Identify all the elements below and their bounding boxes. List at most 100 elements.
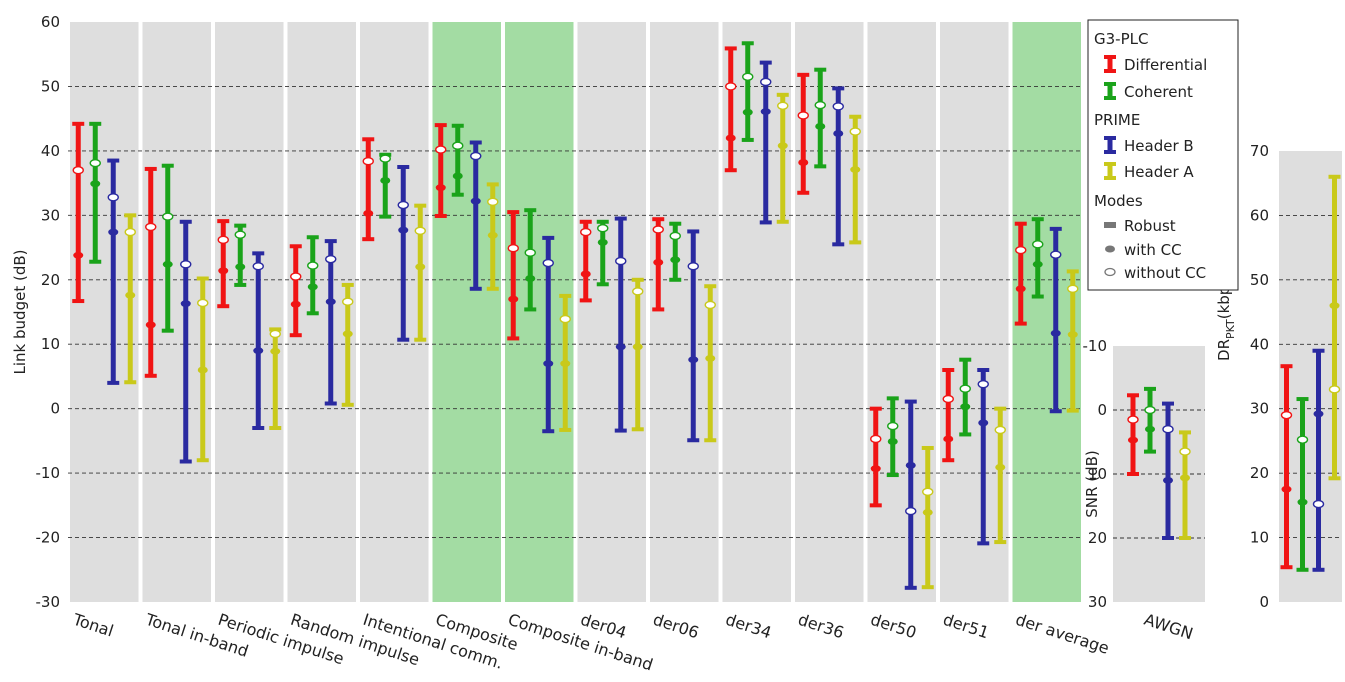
legend-box <box>1087 19 1239 291</box>
snr-header-b-without-cc-marker <box>1162 425 1174 434</box>
der-average-header-b-with-cc-marker <box>1050 329 1061 337</box>
composite-header-a-with-cc-marker <box>487 231 498 239</box>
der06-header-b-without-cc-marker <box>687 262 699 271</box>
der50-header-a-without-cc-marker <box>922 487 934 496</box>
random-impulse-differential-without-cc-marker <box>290 272 302 281</box>
rate-tick-label: 0 <box>1259 593 1269 611</box>
y-tick-label: 20 <box>41 271 60 289</box>
rate-tick-label: 30 <box>1250 400 1269 418</box>
der51-header-b-with-cc-marker <box>978 419 989 427</box>
der50-header-a-with-cc-marker <box>922 508 933 516</box>
rate-header-b-without-cc-marker <box>1312 499 1325 509</box>
legend-symbol-robust <box>1104 222 1116 228</box>
der-average-differential-without-cc-marker <box>1015 245 1027 255</box>
x-tick-label-der50: der50 <box>868 610 919 643</box>
tonal-in-band-coherent-without-cc-marker <box>162 212 174 221</box>
legend-mode-with-cc: with CC <box>1124 241 1182 259</box>
der51-header-a-with-cc-marker <box>995 463 1006 471</box>
y-tick-label: 10 <box>41 335 60 353</box>
intentional-comm-differential-without-cc-marker <box>362 156 374 166</box>
snr-tick-label: -10 <box>1083 337 1108 355</box>
tonal-in-band-differential-without-cc-marker <box>145 222 157 232</box>
rate-tick-label: 50 <box>1250 271 1269 289</box>
der50-differential-with-cc-marker <box>870 465 881 473</box>
random-impulse-differential-with-cc-marker <box>290 300 301 308</box>
composite-in-band-differential-with-cc-marker <box>508 295 519 303</box>
legend-mode-robust: Robust <box>1124 217 1176 235</box>
legend-item-differential: Differential <box>1124 56 1207 74</box>
composite-header-b-without-cc-marker <box>470 151 482 161</box>
der34-differential-without-cc-marker <box>725 82 737 91</box>
der34-header-b-with-cc-marker <box>760 108 771 116</box>
der34-differential-with-cc-marker <box>725 134 736 142</box>
y-tick-label: 50 <box>41 77 60 95</box>
der-average-coherent-without-cc-marker <box>1032 240 1044 249</box>
der04-header-a-without-cc-marker <box>632 287 644 296</box>
der34-coherent-with-cc-marker <box>742 108 753 116</box>
y-tick-label: -30 <box>36 593 61 611</box>
der04-coherent-without-cc-marker <box>597 224 609 233</box>
rate-header-b-with-cc-marker <box>1313 410 1324 418</box>
der34-header-a-with-cc-marker <box>777 142 788 150</box>
der-average-coherent-with-cc-marker <box>1032 260 1043 268</box>
tonal-coherent-without-cc-marker <box>89 158 101 168</box>
legend-modes-title: Modes <box>1094 192 1143 210</box>
der04-header-a-with-cc-marker <box>632 343 643 351</box>
category-band-der51 <box>940 22 1009 602</box>
der50-header-b-with-cc-marker <box>905 461 916 469</box>
der06-header-a-with-cc-marker <box>705 354 716 362</box>
der04-header-b-without-cc-marker <box>615 256 627 266</box>
rate-band <box>1279 151 1342 602</box>
y-tick-label: 0 <box>50 400 60 418</box>
der51-differential-without-cc-marker <box>942 394 954 404</box>
der36-coherent-with-cc-marker <box>815 122 826 130</box>
y-tick-label: -20 <box>36 529 61 547</box>
x-tick-label-der36: der36 <box>796 610 847 643</box>
snr-category-label: AWGN <box>1142 610 1196 644</box>
legend-symbol-without-cc <box>1104 267 1116 277</box>
legend-item-header-a: Header A <box>1124 163 1194 181</box>
der51-coherent-without-cc-marker <box>959 384 971 393</box>
composite-in-band-differential-without-cc-marker <box>507 243 519 253</box>
composite-header-b-with-cc-marker <box>470 197 481 205</box>
periodic-impulse-differential-with-cc-marker <box>218 267 229 275</box>
random-impulse-header-b-without-cc-marker <box>325 254 337 264</box>
der06-header-a-without-cc-marker <box>704 300 716 310</box>
snr-coherent-with-cc-marker <box>1145 425 1155 433</box>
tonal-in-band-header-a-without-cc-marker <box>197 298 209 308</box>
tonal-header-a-without-cc-marker <box>124 227 136 237</box>
der06-coherent-with-cc-marker <box>670 256 681 264</box>
category-band-tonal <box>70 22 139 602</box>
periodic-impulse-header-a-without-cc-marker <box>269 329 281 339</box>
snr-panel: -10 0 10 20 30 SNR (dB) AWGN <box>1083 337 1205 644</box>
snr-header-b-with-cc-marker <box>1163 476 1173 484</box>
random-impulse-coherent-with-cc-marker <box>307 283 318 291</box>
snr-axis-label: SNR (dB) <box>1083 450 1101 517</box>
periodic-impulse-header-a-with-cc-marker <box>270 347 281 355</box>
intentional-comm-coherent-without-cc-marker <box>379 154 391 163</box>
der-average-header-a-without-cc-marker <box>1067 284 1079 293</box>
random-impulse-coherent-without-cc-marker <box>307 261 319 270</box>
der04-differential-without-cc-marker <box>580 227 592 237</box>
category-band-der-average <box>1012 22 1081 602</box>
der51-differential-with-cc-marker <box>943 435 954 443</box>
tonal-coherent-with-cc-marker <box>90 180 101 188</box>
tonal-in-band-header-a-with-cc-marker <box>197 366 208 374</box>
tonal-differential-with-cc-marker <box>73 251 84 259</box>
tonal-in-band-differential-with-cc-marker <box>145 321 156 329</box>
der36-header-b-with-cc-marker <box>833 129 844 137</box>
intentional-comm-header-b-without-cc-marker <box>397 200 409 210</box>
der06-header-b-with-cc-marker <box>688 356 699 364</box>
random-impulse-header-a-without-cc-marker <box>342 297 354 306</box>
tonal-in-band-header-b-with-cc-marker <box>180 300 191 308</box>
category-band-der04 <box>577 22 646 602</box>
der50-coherent-with-cc-marker <box>887 438 898 446</box>
legend-symbol-with-cc <box>1105 245 1115 253</box>
snr-coherent-without-cc-marker <box>1144 405 1156 415</box>
rate-tick-label: 60 <box>1250 206 1269 224</box>
intentional-comm-coherent-with-cc-marker <box>380 177 391 185</box>
legend-item-header-b: Header B <box>1124 137 1194 155</box>
snr-tick-label: 30 <box>1088 593 1107 611</box>
snr-differential-with-cc-marker <box>1128 436 1138 444</box>
